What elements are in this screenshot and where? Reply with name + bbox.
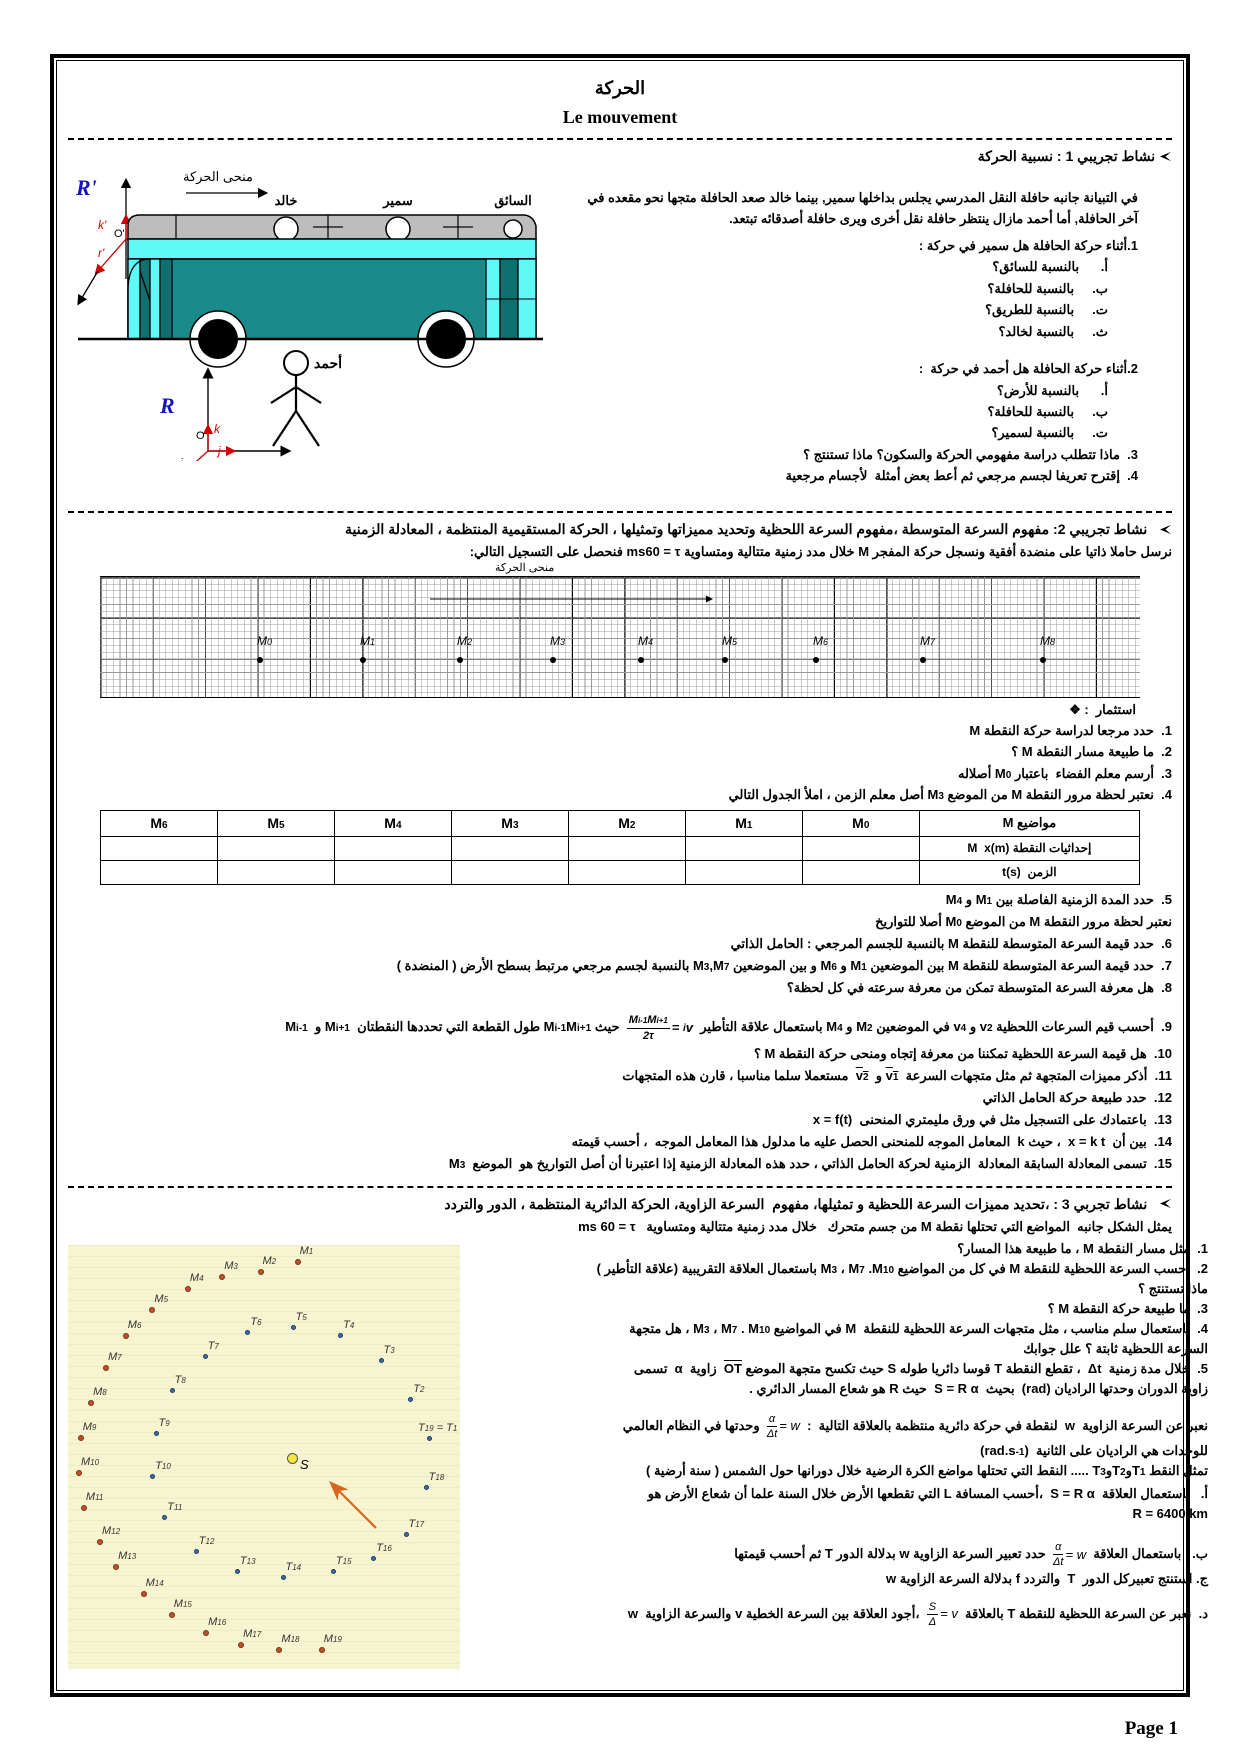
svg-text:r': r'	[98, 246, 105, 260]
svg-text:منحى الحركة: منحى الحركة	[183, 171, 253, 185]
svg-text:السائق: السائق	[494, 193, 532, 209]
svg-text:k: k	[214, 422, 221, 436]
svg-text:O: O	[196, 430, 205, 442]
svg-text:k': k'	[98, 218, 107, 232]
svg-text:i: i	[180, 456, 183, 461]
svg-text:O': O'	[114, 228, 125, 240]
svg-text:خالد: خالد	[275, 193, 298, 208]
svg-text:R: R	[159, 393, 175, 418]
svg-text:R': R'	[75, 175, 97, 200]
svg-text:سمير: سمير	[382, 193, 413, 209]
svg-text:أحمد: أحمد	[314, 353, 342, 371]
